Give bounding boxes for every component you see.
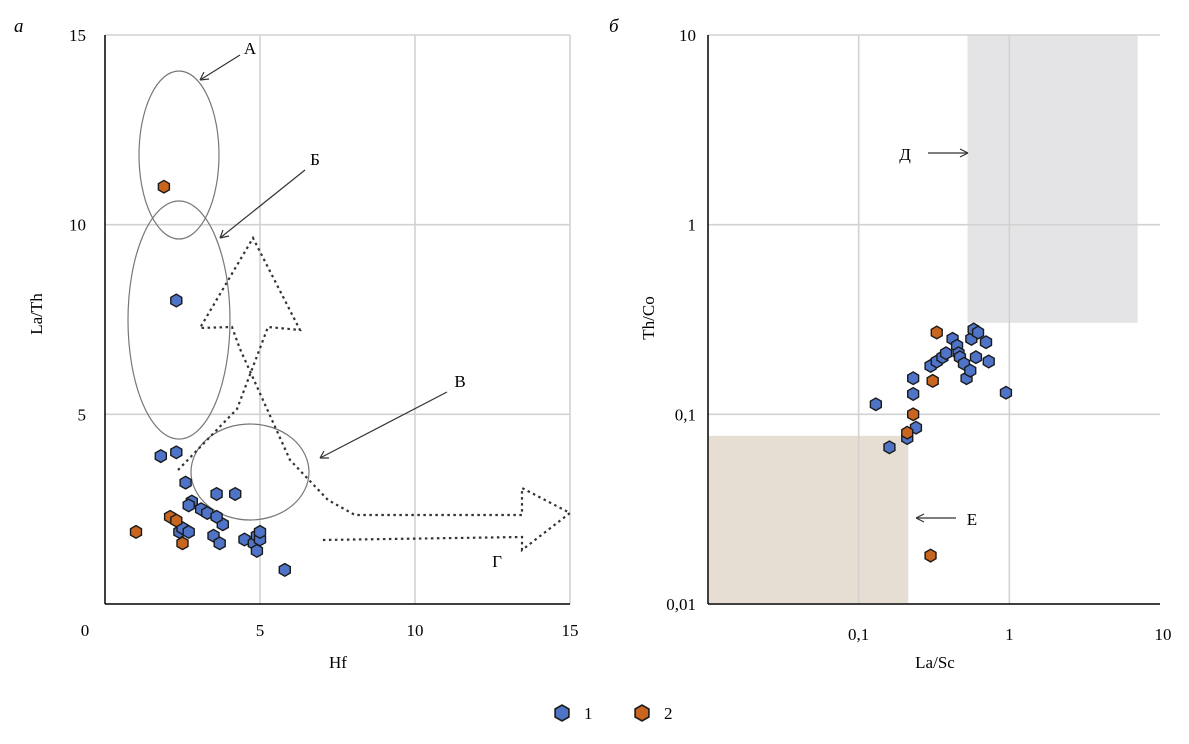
data-point <box>901 425 914 440</box>
legend-item: 1 <box>554 704 593 723</box>
data-point <box>278 562 291 578</box>
data-point <box>238 532 251 547</box>
data-point <box>229 486 242 502</box>
x-tick-label: 15 <box>562 621 579 640</box>
arrow-b <box>219 169 306 239</box>
panel-a-xlabel: Hf <box>329 653 347 672</box>
data-point <box>982 354 995 369</box>
data-point <box>939 346 953 361</box>
panel-b-ylabel: Th/Co <box>639 296 658 339</box>
panel-b-letter: б <box>609 16 620 37</box>
shaded-region <box>709 435 909 603</box>
data-point <box>907 386 920 402</box>
arrow-a <box>199 54 241 81</box>
data-point <box>999 385 1013 400</box>
panel-a-ylabel: La/Th <box>27 293 46 335</box>
panel-a-axes <box>104 35 570 605</box>
region-label: Е <box>967 510 977 529</box>
panel-b-grid <box>708 34 1160 604</box>
data-point <box>979 335 993 350</box>
data-point <box>924 548 937 563</box>
data-point <box>930 325 943 340</box>
data-point <box>926 373 939 389</box>
trend-arrow <box>177 235 573 553</box>
y-tick-label: 15 <box>69 26 86 45</box>
data-point <box>907 371 920 386</box>
panel-b-xlabel: La/Sc <box>915 653 955 672</box>
region-label: Б <box>310 150 320 169</box>
x-tick-label: 10 <box>1155 625 1172 644</box>
data-point <box>129 524 143 540</box>
region-label: Г <box>492 552 502 571</box>
panel-a-letter: а <box>14 16 24 37</box>
data-point <box>170 445 183 460</box>
data-point <box>179 475 192 490</box>
data-point <box>971 325 985 340</box>
region-label: А <box>244 39 257 58</box>
annotation-arrows <box>199 54 448 459</box>
shaded-region <box>967 35 1138 323</box>
panel-b-tick-labels: 0,1 1 10 0,01 0,1 1 10 <box>666 26 1171 644</box>
panel-a-tick-labels: 0 5 10 15 5 10 15 <box>69 26 579 640</box>
panel-b-points <box>869 322 1013 563</box>
region-a-ellipse <box>138 70 220 240</box>
y-tick-label: 0,01 <box>666 595 696 614</box>
panel-a-region-labels: А Б В Г <box>244 39 502 571</box>
data-point <box>869 397 882 412</box>
data-point <box>182 498 195 513</box>
y-tick-label: 5 <box>78 405 87 424</box>
data-point <box>907 407 920 422</box>
data-point <box>176 536 189 551</box>
y-tick-label: 1 <box>688 216 697 235</box>
data-point <box>154 448 167 464</box>
data-point <box>182 524 195 540</box>
data-point <box>250 543 264 559</box>
data-point <box>883 440 896 455</box>
panel-a-points <box>129 179 291 578</box>
data-point <box>964 363 977 378</box>
legend-marker <box>554 704 570 722</box>
data-point <box>213 536 226 551</box>
legend-label: 1 <box>584 704 593 723</box>
region-v-ellipse <box>190 423 310 521</box>
panel-b-region-labels: ДЕ <box>899 145 977 529</box>
panel-b-regions <box>709 35 1138 603</box>
y-tick-label: 10 <box>679 26 696 45</box>
x-tick-label: 1 <box>1005 625 1014 644</box>
data-point <box>210 509 223 524</box>
panel-b-annotation-arrows <box>915 148 969 523</box>
region-b-ellipse <box>127 200 231 440</box>
panel-b-axes <box>707 35 1160 605</box>
panel-a-grid <box>105 34 571 604</box>
x-tick-label: 0 <box>81 621 90 640</box>
panel-a-regions <box>127 70 310 521</box>
x-tick-label: 10 <box>407 621 424 640</box>
data-point <box>253 524 267 540</box>
panel-a-scatter: А Б В Г 0 5 10 15 5 10 15 Hf La/Th <box>27 26 579 672</box>
region-label: В <box>454 372 465 391</box>
legend-marker <box>634 704 650 722</box>
data-point <box>969 350 983 365</box>
legend-label: 2 <box>664 704 673 723</box>
x-tick-label: 0,1 <box>848 625 869 644</box>
data-point <box>170 513 183 528</box>
data-point <box>157 179 171 194</box>
arrow-v <box>319 391 448 459</box>
legend-item: 2 <box>634 704 673 723</box>
y-tick-label: 10 <box>69 216 86 235</box>
data-point <box>210 486 223 502</box>
data-point <box>201 505 214 521</box>
x-tick-label: 5 <box>256 621 265 640</box>
data-point <box>170 293 183 308</box>
region-label: Д <box>899 145 911 164</box>
y-tick-label: 0,1 <box>675 405 696 424</box>
